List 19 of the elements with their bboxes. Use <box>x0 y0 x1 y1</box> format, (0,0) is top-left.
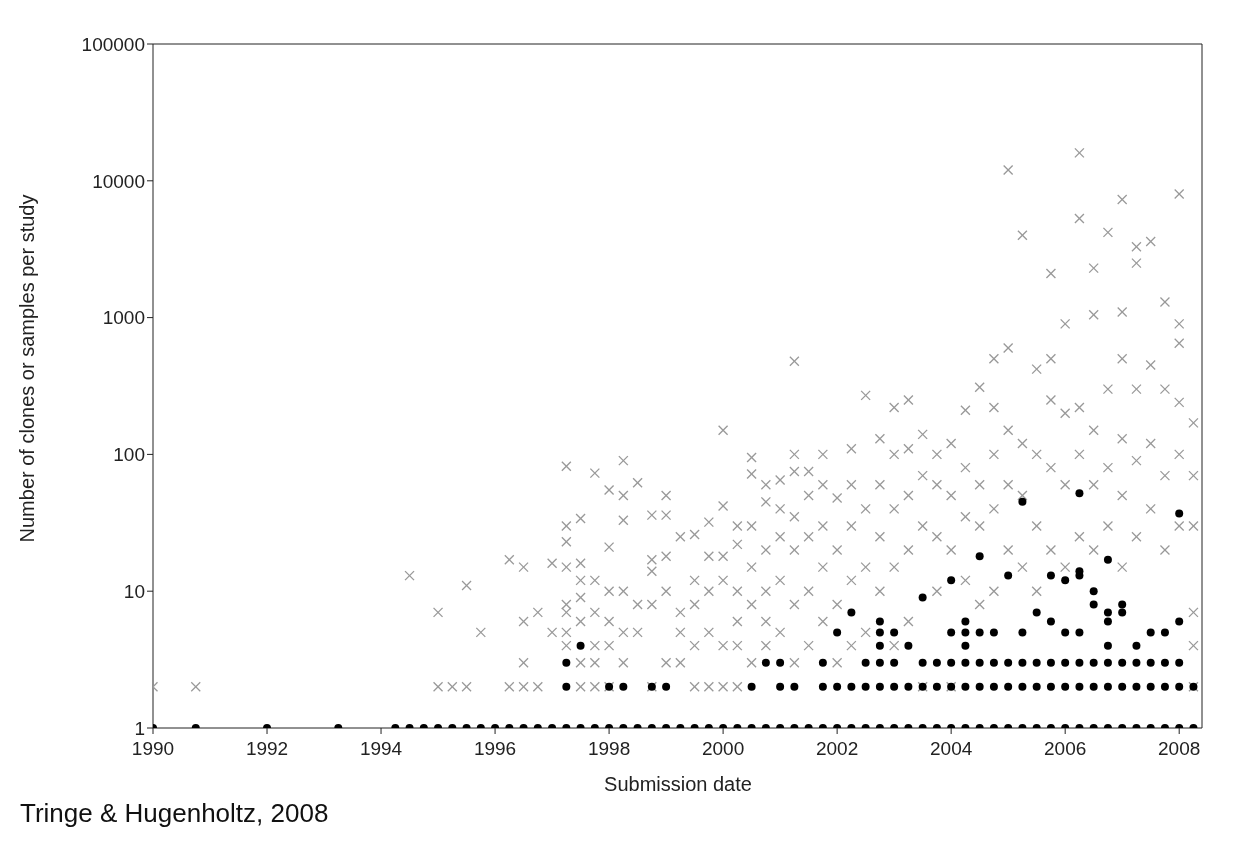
y-axis-title: Number of clones or samples per study <box>16 194 40 542</box>
x-tick-label: 2002 <box>815 738 859 760</box>
x-tick-label: 1998 <box>587 738 631 760</box>
x-tick-label: 1996 <box>473 738 517 760</box>
y-tick-label: 100000 <box>81 33 145 55</box>
y-tick-label: 1 <box>134 717 145 739</box>
x-tick-label: 1994 <box>359 738 403 760</box>
x-tick-label: 2006 <box>1044 738 1087 760</box>
x-axis-title: Submission date <box>603 773 753 796</box>
x-tick-label: 2008 <box>1158 738 1201 760</box>
x-tick-label: 1990 <box>131 738 175 760</box>
x-tick-label: 2000 <box>701 738 745 760</box>
y-tick-label: 10 <box>123 580 145 602</box>
x-tick-label: 1992 <box>245 738 289 760</box>
text: Tringe & Hugenholtz, 2008 <box>19 798 330 829</box>
y-tick-label: 10000 <box>92 170 145 192</box>
x-tick-label: 2004 <box>930 738 973 760</box>
y-tick-label: 100 <box>113 444 145 466</box>
y-tick-label: 1000 <box>102 307 145 329</box>
